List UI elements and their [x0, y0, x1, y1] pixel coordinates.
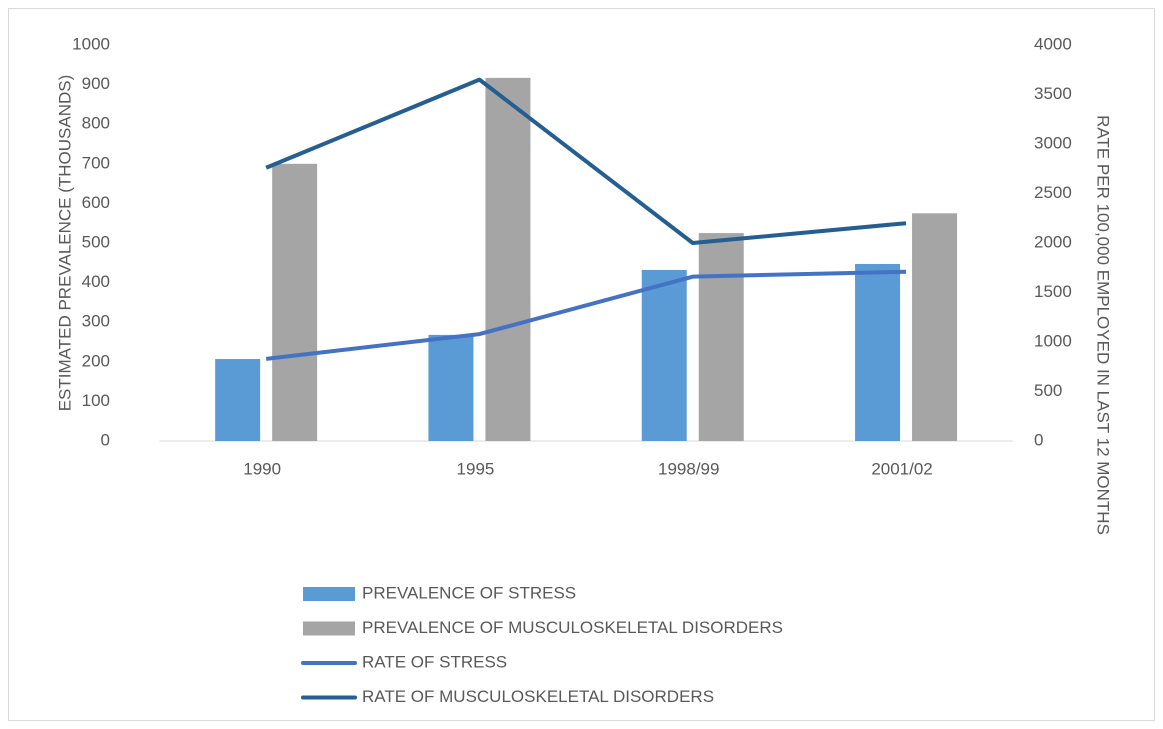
x-tick-label: 1995	[457, 459, 495, 478]
y-tick-label: 0	[101, 430, 110, 449]
bar	[855, 263, 901, 441]
y2-tick-label: 500	[1034, 381, 1062, 400]
legend-label: RATE OF STRESS	[362, 652, 507, 671]
bar	[698, 233, 744, 441]
bar	[272, 163, 318, 442]
chart-border	[8, 8, 1155, 721]
legend-label: PREVALENCE OF MUSCULOSKELETAL DISORDERS	[362, 618, 783, 637]
line-series	[265, 269, 907, 361]
y-tick-label: 600	[82, 193, 110, 212]
y-tick-label: 300	[82, 312, 110, 331]
y2-tick-label: 2000	[1034, 232, 1072, 251]
legend-swatch	[303, 621, 355, 636]
line-series	[265, 77, 907, 245]
y-tick-label: 1000	[72, 34, 110, 53]
x-tick-label: 1990	[243, 459, 281, 478]
y-tick-label: 200	[82, 351, 110, 370]
y2-tick-label: 1500	[1034, 282, 1072, 301]
y2-tick-label: 2500	[1034, 183, 1072, 202]
bar	[428, 334, 474, 441]
x-tick-label: 2001/02	[871, 459, 932, 478]
bar	[485, 77, 531, 442]
y-tick-label: 700	[82, 153, 110, 172]
x-tick-label: 1998/99	[658, 459, 719, 478]
y-tick-label: 100	[82, 391, 110, 410]
y-tick-label: 800	[82, 114, 110, 133]
legend-swatch	[303, 587, 355, 601]
y2-tick-label: 3000	[1034, 133, 1072, 152]
legend-label: RATE OF MUSCULOSKELETAL DISORDERS	[362, 687, 714, 706]
legend-label: PREVALENCE OF STRESS	[362, 583, 576, 602]
y-axis-title: ESTIMATED PREVALENCE (THOUSANDS)	[55, 75, 74, 412]
y2-tick-label: 4000	[1034, 34, 1072, 53]
y2-tick-label: 1000	[1034, 331, 1072, 350]
y2-tick-label: 0	[1034, 430, 1043, 449]
y2-axis-title: RATE PER 100,000 EMPLOYED IN LAST 12 MON…	[1094, 115, 1113, 535]
bar	[641, 269, 687, 441]
y-tick-label: 500	[82, 232, 110, 251]
y2-tick-label: 3500	[1034, 84, 1072, 103]
y-tick-label: 900	[82, 74, 110, 93]
y-tick-label: 400	[82, 272, 110, 291]
bar	[215, 359, 261, 441]
bar	[912, 213, 958, 441]
